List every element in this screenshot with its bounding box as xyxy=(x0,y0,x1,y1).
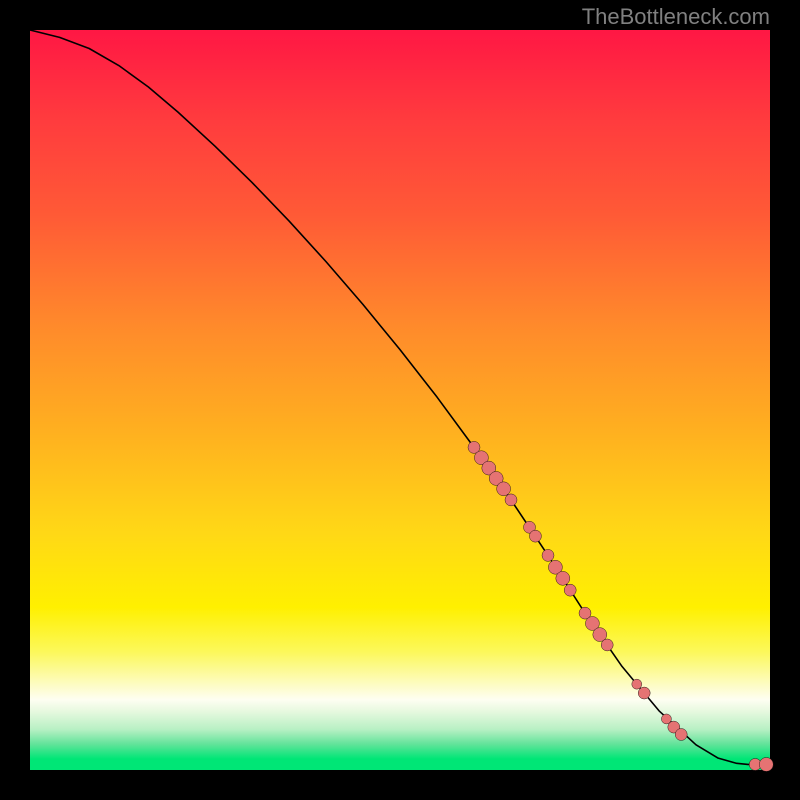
chart-overlay xyxy=(30,30,770,770)
data-marker xyxy=(542,549,554,561)
bottleneck-curve xyxy=(30,30,770,764)
data-marker xyxy=(759,757,773,771)
data-marker xyxy=(675,728,687,740)
data-marker xyxy=(638,687,650,699)
data-marker xyxy=(556,571,570,585)
data-marker xyxy=(601,639,613,651)
watermark-text: TheBottleneck.com xyxy=(582,4,770,30)
data-marker xyxy=(529,530,541,542)
data-marker xyxy=(497,482,511,496)
plot-area xyxy=(30,30,770,770)
stage: TheBottleneck.com xyxy=(0,0,800,800)
data-marker xyxy=(632,679,642,689)
data-markers-group xyxy=(468,441,773,771)
data-marker xyxy=(505,494,517,506)
data-marker xyxy=(564,584,576,596)
